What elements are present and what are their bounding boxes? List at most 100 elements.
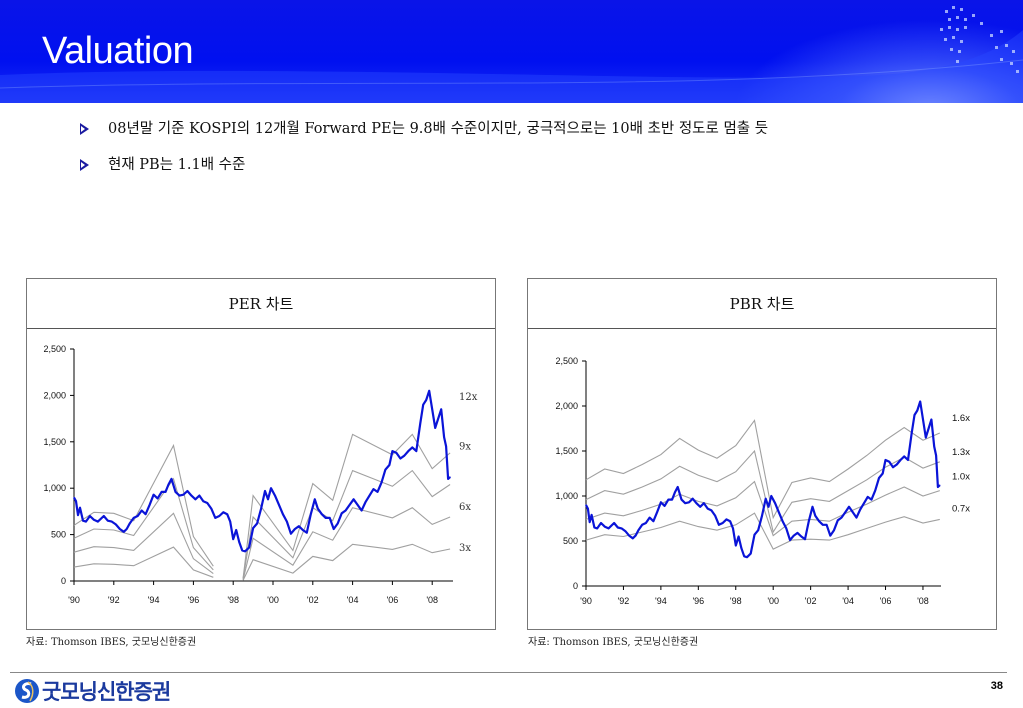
band-line-3x bbox=[73, 543, 451, 581]
kospi-point bbox=[353, 498, 355, 500]
kospi-point bbox=[840, 517, 843, 519]
kospi-point bbox=[361, 509, 363, 512]
band-line-9x bbox=[73, 469, 451, 579]
x-tick-label: '98 bbox=[227, 595, 239, 605]
kospi-point bbox=[664, 505, 666, 507]
kospi-point bbox=[919, 400, 921, 403]
kospi-point bbox=[684, 502, 686, 504]
kospi-point bbox=[925, 436, 927, 439]
kospi-point bbox=[808, 520, 810, 522]
pbr-chart: 0 500 1,000 1,500 2,000 2,500 '90 '92 '94 '96 '98 '… bbox=[555, 356, 970, 606]
kospi-point bbox=[282, 513, 284, 515]
kospi-point bbox=[833, 529, 835, 531]
kospi-point bbox=[256, 522, 258, 525]
kospi-series-line bbox=[73, 389, 451, 553]
kospi-point bbox=[126, 528, 128, 530]
kospi-point bbox=[182, 494, 184, 496]
kospi-point bbox=[899, 459, 902, 461]
kospi-point bbox=[613, 522, 615, 524]
kospi-point bbox=[710, 509, 712, 511]
kospi-point bbox=[202, 500, 204, 502]
x-tick-label: '06 bbox=[387, 595, 399, 605]
logo-text: 굿모닝신한증권 bbox=[42, 680, 171, 704]
kospi-point bbox=[688, 501, 690, 503]
kospi-point bbox=[645, 522, 647, 524]
bullet-item: 현재 PB는 1.1배 수준 bbox=[80, 154, 768, 190]
kospi-point bbox=[624, 530, 626, 532]
kospi-point bbox=[161, 491, 163, 493]
kospi-point bbox=[77, 514, 79, 516]
kospi-point bbox=[725, 518, 727, 520]
per-chart: 0 500 1,000 1,500 2,000 2,500 '90 '92 '94 '96 '98 '… bbox=[43, 344, 477, 605]
kospi-point bbox=[896, 463, 898, 466]
x-tick-label: '90 bbox=[68, 595, 80, 605]
kospi-point bbox=[206, 502, 208, 504]
kospi-point bbox=[321, 513, 323, 515]
kospi-point bbox=[445, 445, 447, 447]
pbr-chart-title: PBR 차트 bbox=[528, 279, 996, 329]
kospi-point bbox=[746, 556, 748, 558]
kospi-point bbox=[765, 498, 767, 500]
kospi-point bbox=[770, 495, 772, 497]
kospi-point bbox=[164, 491, 167, 493]
band-line-1.6x bbox=[585, 419, 941, 520]
kospi-point bbox=[357, 504, 359, 506]
kospi-point bbox=[937, 486, 939, 488]
kospi-point bbox=[593, 526, 595, 529]
kospi-point bbox=[589, 521, 591, 523]
kospi-point bbox=[174, 491, 177, 493]
kospi-point bbox=[325, 517, 327, 519]
kospi-point bbox=[214, 517, 216, 519]
kospi-point bbox=[449, 476, 451, 478]
kospi-point bbox=[903, 455, 905, 457]
kospi-point bbox=[329, 517, 331, 519]
kospi-point bbox=[767, 506, 770, 508]
kospi-point bbox=[376, 491, 379, 493]
kospi-point bbox=[244, 550, 246, 552]
kospi-point bbox=[674, 491, 676, 493]
x-tick-label: '04 bbox=[842, 596, 854, 606]
kospi-point bbox=[735, 544, 737, 547]
kospi-point bbox=[882, 472, 884, 475]
kospi-point bbox=[604, 526, 606, 528]
kospi-point bbox=[415, 450, 417, 452]
kospi-point bbox=[677, 486, 679, 488]
kospi-point bbox=[294, 528, 296, 530]
kospi-point bbox=[89, 515, 91, 517]
y-tick-label: 2,000 bbox=[555, 401, 578, 411]
kospi-point bbox=[714, 515, 716, 517]
kospi-point bbox=[93, 519, 95, 521]
kospi-point bbox=[103, 515, 105, 517]
pbr-chart-panel: PBR 차트 0 500 1,000 1,500 2,000 2,500 '90 '92 '94… bbox=[527, 278, 997, 630]
kospi-point bbox=[585, 504, 587, 506]
kospi-point bbox=[753, 534, 756, 536]
x-tick-label: '96 bbox=[692, 596, 704, 606]
y-tick-label: 1,500 bbox=[555, 446, 578, 456]
y-tick-label: 2,500 bbox=[43, 344, 66, 354]
x-tick-label: '90 bbox=[580, 596, 592, 606]
x-tick-label: '08 bbox=[426, 595, 438, 605]
x-tick-label: '92 bbox=[618, 596, 630, 606]
kospi-point bbox=[928, 427, 930, 430]
kospi-point bbox=[785, 527, 787, 529]
kospi-point bbox=[641, 524, 643, 526]
kospi-point bbox=[111, 521, 113, 523]
kospi-point bbox=[635, 535, 637, 537]
kospi-point bbox=[229, 521, 231, 523]
globe-icon bbox=[940, 6, 1019, 73]
header-swoosh-decoration bbox=[0, 6, 1023, 103]
kospi-point bbox=[718, 524, 720, 526]
kospi-point bbox=[194, 498, 196, 500]
bullet-item: 08년말 기준 KOSPI의 12개월 Forward PE는 9.8배 수준이… bbox=[80, 118, 768, 154]
kospi-point bbox=[607, 527, 610, 529]
kospi-point bbox=[916, 409, 918, 412]
y-tick-label: 0 bbox=[61, 576, 66, 586]
kospi-point bbox=[190, 495, 192, 497]
kospi-point bbox=[863, 502, 865, 504]
kospi-point bbox=[660, 501, 662, 503]
kospi-point bbox=[238, 541, 240, 543]
kospi-point bbox=[649, 517, 651, 519]
kospi-point bbox=[314, 498, 316, 500]
page-number: 38 bbox=[990, 680, 1003, 692]
kospi-point bbox=[732, 527, 734, 529]
